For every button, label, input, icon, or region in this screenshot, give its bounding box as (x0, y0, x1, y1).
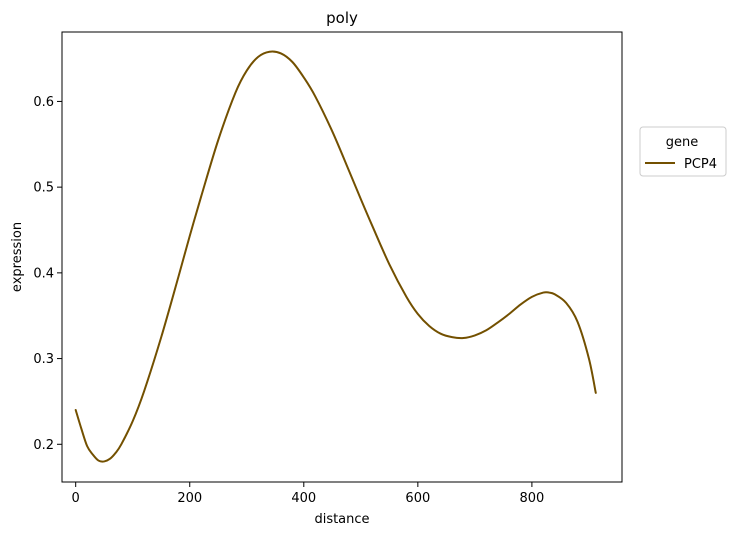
x-axis-label: distance (314, 512, 369, 527)
y-tick-label: 0.5 (33, 181, 54, 196)
y-axis-label: expression (10, 222, 25, 292)
x-tick-label: 0 (72, 491, 80, 506)
x-tick-label: 600 (405, 491, 430, 506)
y-tick-label: 0.2 (33, 438, 54, 453)
chart-title: poly (326, 9, 358, 27)
y-tick-label: 0.4 (33, 266, 54, 281)
y-tick-label: 0.3 (33, 352, 54, 367)
x-tick-label: 800 (519, 491, 544, 506)
series-line-pcp4 (74, 50, 597, 463)
x-tick-label: 200 (177, 491, 202, 506)
legend-title: gene (666, 135, 699, 150)
plot-area (61, 31, 623, 483)
legend-label-pcp4: PCP4 (684, 157, 717, 172)
legend: gene PCP4 (639, 126, 727, 177)
y-axis-ticks: 0.2 0.3 0.4 0.5 0.6 (33, 95, 62, 453)
y-tick-label: 0.6 (33, 95, 54, 110)
x-tick-label: 400 (291, 491, 316, 506)
x-axis-ticks: 0 200 400 600 800 (72, 482, 544, 506)
series-layer (74, 50, 597, 463)
